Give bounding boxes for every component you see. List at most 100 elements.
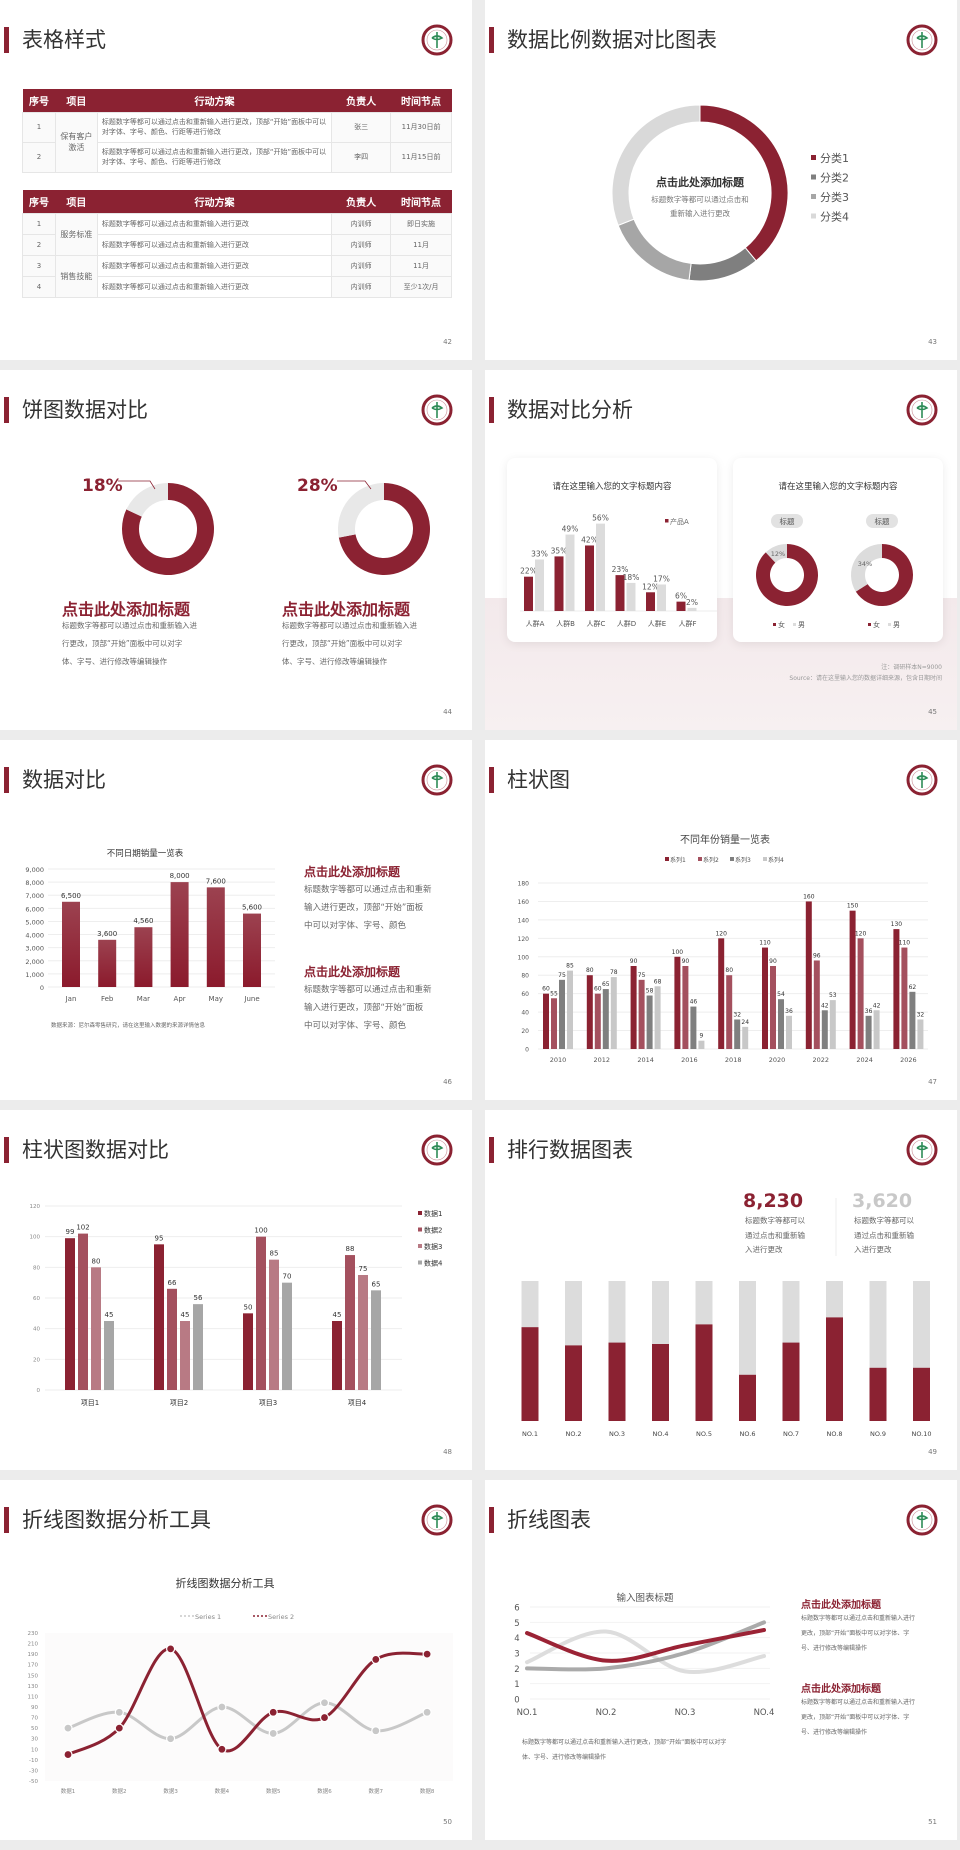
cell-plan: 标题数字等都可以通过点击和重新输入进行更改，顶部“开始”面板中可以对字体、字号、…: [96, 111, 333, 143]
cell-time: 11月30日前: [390, 111, 452, 143]
bar: [901, 947, 908, 1049]
percent-label: 34%: [858, 560, 872, 568]
legend-swatch: [418, 1260, 422, 1265]
cell-no: 3: [22, 254, 56, 277]
x-axis-label: 人群A: [526, 619, 545, 628]
logo-inner-ring: [426, 769, 448, 791]
body-line: 标题数字等都可以通过点击和重新输入进: [62, 621, 197, 630]
body-line: 输入进行更改，顶部“开始”面板: [304, 1003, 424, 1013]
bar: [630, 966, 637, 1049]
slide-42[interactable]: 表格样式 42 序号 项目 行动方案 负责人 时间节点 1 保有客户激活 标题数字等都可以通过点击…: [0, 0, 472, 360]
title-accent-bar: [4, 1137, 9, 1163]
y-tick-label: 3,000: [25, 945, 44, 953]
slide-49[interactable]: 排行数据图表 49 NO.1 NO.2 NO.3 NO.4 NO.5 NO.6 NO.7 NO.8…: [485, 1110, 957, 1470]
bar-value-label: 6%: [675, 592, 687, 601]
slide-title: 数据对比分析: [507, 398, 633, 422]
y-tick-label: 10: [31, 1747, 38, 1753]
data-point: [217, 1744, 227, 1754]
block-heading: 点击此处添加标题: [304, 965, 401, 979]
cell-project: 销售技能: [54, 254, 98, 298]
slide-50[interactable]: 折线图数据分析工具 50 折线图数据分析工具 -50 -30 -10 10 30 50 70 90 1…: [0, 1480, 472, 1840]
bar-value-label: 50: [244, 1303, 253, 1311]
data-point: [114, 1723, 124, 1733]
bar: [786, 1015, 792, 1049]
bar: [65, 1238, 75, 1390]
body-line: 号、进行修改等编辑操作: [801, 1645, 868, 1652]
body-line: 标题数字等都可以: [745, 1216, 805, 1225]
table-row[interactable]: 2 标题数字等都可以通过点击和重新输入进行更改，顶部“开始”面板中可以对字体、字号…: [22, 141, 452, 173]
cell-time: 即日实施: [390, 212, 452, 235]
donut-remaining-segment: [338, 483, 384, 538]
x-axis-label: 数据3: [163, 1787, 178, 1795]
bar-value-label: 42: [821, 1002, 829, 1009]
slide-46[interactable]: 数据对比 46 不同日期销量一览表 0 1,000 2,000 3,000 4,000 5,00…: [0, 740, 472, 1100]
title-accent-bar: [489, 27, 494, 53]
bar: [610, 977, 617, 1049]
donut-segment-female: [855, 544, 913, 606]
page-number: 51: [928, 1818, 937, 1826]
y-tick-label: 4,000: [25, 932, 44, 940]
y-tick-label: 5,000: [25, 918, 44, 926]
slide-43[interactable]: 数据比例数据对比图表 43 分类1 分类2 分类3 分类4 点击此处添加标题 标题数字等都可以…: [485, 0, 957, 360]
logo-emblem: [431, 1142, 444, 1158]
bar-series2: [687, 607, 697, 611]
title-accent-bar: [4, 27, 9, 53]
title-pill: [866, 514, 898, 528]
y-tick-label: 30: [31, 1737, 38, 1743]
logo-emblem: [916, 772, 929, 788]
table-row[interactable]: 3 销售技能 标题数字等都可以通过点击和重新输入进行更改 内训师 11月: [22, 254, 452, 298]
bar-May: [206, 887, 225, 987]
x-axis-label: 项目4: [348, 1399, 367, 1407]
bar-value-label: 2%: [686, 598, 698, 607]
slide-48[interactable]: 柱状图数据对比 48 0 20 40 60 80 100 120 99 102 80 45 项目1 95 66…: [0, 1110, 472, 1470]
body-line: 入进行更改: [745, 1245, 783, 1254]
table-row[interactable]: 1 保有客户激活 标题数字等都可以通过点击和重新输入进行更改，顶部“开始”面板中可以…: [22, 111, 452, 173]
bar: [849, 910, 856, 1049]
bar: [865, 1015, 872, 1049]
school-logo-icon: [421, 24, 453, 56]
table-row[interactable]: 1 服务标准 标题数字等都可以通过点击和重新输入进行更改 内训师 即日实施: [22, 212, 452, 256]
table-row[interactable]: 4 标题数字等都可以通过点击和重新输入进行更改 内训师 至少1次/月: [22, 275, 452, 298]
cell-owner: 张三: [331, 111, 392, 143]
y-tick-label: 0: [514, 1696, 519, 1706]
block-body: 标题数字等都可以通过点击和重新输入进行更改，顶部“开始”面板中可以对字体、字号、…: [801, 1695, 915, 1740]
legend-swatch: [793, 623, 796, 626]
legend-label: 产品A: [670, 517, 689, 526]
data-point: [422, 1649, 432, 1659]
page-number: 50: [443, 1818, 452, 1826]
y-tick-label: 190: [28, 1652, 39, 1658]
bar-value-label: 85: [270, 1250, 279, 1258]
legend-label: 分类4: [820, 210, 849, 224]
bar-value-label: 45: [181, 1311, 190, 1319]
bar-series2: [565, 534, 575, 611]
series-line-1: [525, 1628, 766, 1663]
data-point: [217, 1702, 227, 1712]
bar-value-label: 120: [855, 930, 867, 937]
legend-swatch: [773, 623, 776, 626]
cell-time: 至少1次/月: [390, 275, 452, 298]
data-point: [268, 1707, 278, 1717]
bar: [167, 1288, 177, 1390]
bar-value-label: 160: [803, 893, 815, 900]
bar-value-label: 68: [654, 978, 662, 985]
x-axis-label: 2026: [900, 1056, 917, 1064]
y-tick-label: 140: [518, 917, 530, 924]
school-logo-icon: [906, 1134, 938, 1166]
slide-45[interactable]: 数据对比分析 45 请在这里输入您的文字标题内容 请在这里输入您的文字标题内容 22% 3…: [485, 370, 957, 730]
bar-value-label: 55: [550, 990, 558, 997]
bar: [282, 1282, 292, 1390]
donut-segment-female: [756, 544, 818, 606]
x-axis-label: NO.2: [566, 1430, 582, 1438]
cell-time: 11月: [390, 254, 452, 277]
page-number: 47: [928, 1078, 937, 1086]
slide-47[interactable]: 柱状图 47 不同年份销量一览表 系列1 系列2 系列3 系列4 0 20 40 60 80 100 12…: [485, 740, 957, 1100]
y-tick-label: 1,000: [25, 971, 44, 979]
slide-44[interactable]: 饼图数据对比 44 18% 28% 点击此处添加标题 标题数字等都可以通过点击和重新输入进…: [0, 370, 472, 730]
x-axis-label: Feb: [101, 995, 114, 1003]
bar-value-label: 150: [847, 903, 859, 910]
slide-51[interactable]: 折线图表 51 输入图表标题 0 1 2 3 4 5 6 NO.1 NO.2 NO.3 NO.4 标题数字等…: [485, 1480, 957, 1840]
card-title: 请在这里输入您的文字标题内容: [552, 481, 672, 492]
cell-plan: 标题数字等都可以通过点击和重新输入进行更改: [96, 254, 333, 277]
